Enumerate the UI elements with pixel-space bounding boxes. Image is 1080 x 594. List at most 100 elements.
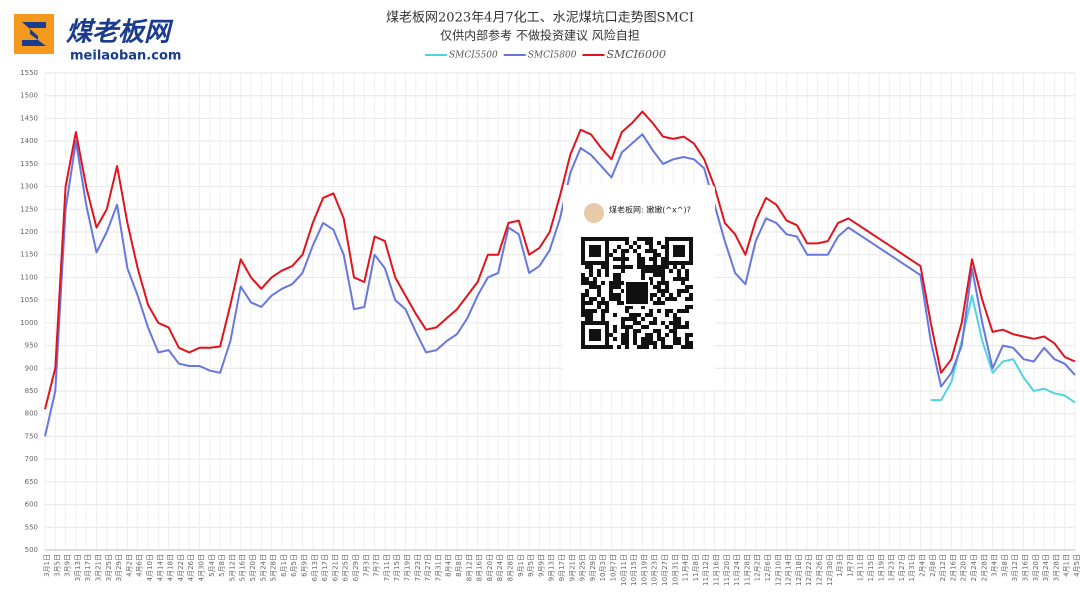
qr-cell	[581, 309, 585, 313]
x-tick-label: 1月15日	[867, 554, 875, 581]
x-tick-label: 10月7日	[610, 554, 618, 581]
qr-cell	[625, 333, 629, 337]
qr-cell	[621, 333, 625, 337]
qr-cell	[657, 301, 661, 305]
x-tick-label: 8月4日	[445, 554, 453, 577]
qr-cell	[649, 309, 653, 313]
qr-cell	[661, 257, 665, 261]
qr-cell	[613, 249, 617, 253]
x-tick-label: 1月27日	[898, 554, 906, 581]
qr-cell	[653, 261, 657, 265]
x-tick-label: 3月21日	[95, 554, 103, 581]
qr-cell	[589, 309, 593, 313]
qr-cell	[649, 257, 653, 261]
qr-cell	[637, 257, 641, 261]
qr-cell	[669, 321, 673, 325]
qr-cell	[613, 257, 617, 261]
x-tick-label: 8月28日	[507, 554, 515, 581]
x-tick-label: 10月19日	[640, 554, 648, 586]
qr-cell	[685, 345, 689, 349]
qr-cell	[621, 281, 625, 285]
qr-cell	[681, 325, 685, 329]
x-tick-label: 9月21日	[568, 554, 576, 581]
qr-cell	[657, 285, 661, 289]
qr-cell	[641, 265, 645, 269]
qr-cell	[597, 305, 601, 309]
qr-cell	[601, 301, 605, 305]
qr-cell	[641, 317, 645, 321]
x-tick-label: 2月16日	[949, 554, 957, 581]
qr-cell	[589, 317, 593, 321]
qr-cell	[601, 281, 605, 285]
qr-cell	[625, 345, 629, 349]
qr-cell	[657, 273, 661, 277]
qr-cell	[637, 345, 641, 349]
qr-cell	[621, 321, 625, 325]
x-tick-label: 1月19日	[877, 554, 885, 581]
x-tick-label: 3月1日	[43, 554, 51, 577]
qr-cell	[637, 237, 641, 241]
x-tick-label: 4月14日	[156, 554, 164, 581]
qr-cell	[581, 277, 585, 281]
qr-cell	[625, 341, 629, 345]
x-tick-label: 4月5日	[1073, 554, 1080, 577]
y-tick-label: 900	[25, 364, 38, 372]
x-tick-label: 12月2日	[754, 554, 762, 581]
qr-cell	[617, 273, 621, 277]
qr-cell	[641, 269, 645, 273]
qr-cell	[653, 341, 657, 345]
qr-cell	[585, 301, 589, 305]
qr-cell	[653, 345, 657, 349]
qr-cell	[653, 269, 657, 273]
qr-cell	[605, 309, 609, 313]
qr-cell	[589, 281, 593, 285]
qr-cell	[645, 241, 649, 245]
x-tick-label: 1月7日	[846, 554, 854, 577]
qr-cell	[613, 273, 617, 277]
qr-cell	[641, 257, 645, 261]
qr-cell	[633, 249, 637, 253]
qr-cell	[681, 289, 685, 293]
series-line	[44, 110, 1076, 410]
qr-cell	[657, 281, 661, 285]
x-tick-label: 10月27日	[661, 554, 669, 586]
qr-cell	[633, 317, 637, 321]
qr-cell	[641, 261, 645, 265]
qr-cell	[653, 285, 657, 289]
x-tick-label: 6月21日	[331, 554, 339, 581]
y-tick-label: 1300	[20, 183, 38, 191]
qr-cell	[645, 313, 649, 317]
qr-cell	[581, 273, 585, 277]
qr-cell	[653, 265, 657, 269]
qr-cell	[645, 265, 649, 269]
x-tick-label: 2月28日	[980, 554, 988, 581]
qr-cell	[649, 341, 653, 345]
qr-cell	[617, 293, 621, 297]
qr-cell	[661, 321, 665, 325]
qr-cell	[681, 277, 685, 281]
qr-cell	[589, 269, 593, 273]
qr-cell	[617, 345, 621, 349]
qr-cell	[689, 341, 693, 345]
y-tick-label: 850	[25, 387, 38, 395]
qr-cell	[625, 241, 629, 245]
qr-cell	[597, 301, 601, 305]
qr-cell	[685, 321, 689, 325]
x-tick-label: 3月13日	[74, 554, 82, 581]
qr-avatar	[584, 203, 604, 223]
qr-cell	[665, 265, 669, 269]
qr-cell	[685, 285, 689, 289]
x-tick-label: 7月3日	[362, 554, 370, 577]
qr-cell	[681, 281, 685, 285]
qr-cell	[597, 273, 601, 277]
x-tick-label: 10月3日	[599, 554, 607, 581]
qr-cell	[685, 325, 689, 329]
qr-cell	[633, 333, 637, 337]
y-tick-label: 1100	[20, 273, 38, 281]
qr-cell	[653, 257, 657, 261]
qr-cell	[597, 285, 601, 289]
y-tick-label: 1150	[20, 251, 38, 259]
qr-cell	[689, 297, 693, 301]
qr-cell	[677, 289, 681, 293]
qr-cell	[661, 337, 665, 341]
